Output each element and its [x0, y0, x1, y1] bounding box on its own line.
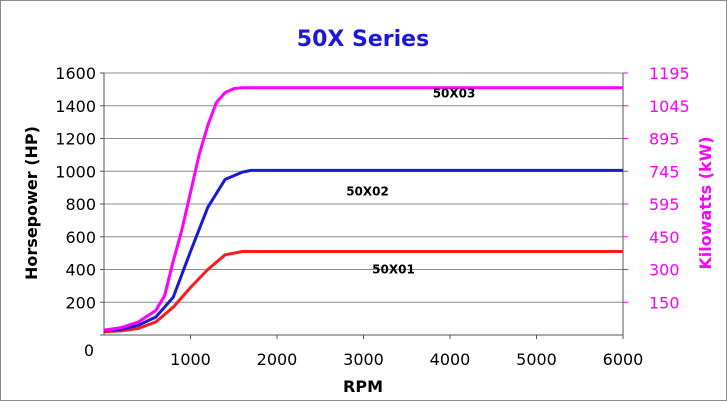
chart-title: 50X Series [297, 27, 429, 52]
x-tick-label: 1000 [170, 350, 211, 369]
axes [100, 72, 628, 339]
y-tick-label: 200 [65, 293, 96, 312]
y-tick-label: 1000 [55, 162, 96, 181]
series-label-50X02: 50X02 [346, 184, 389, 198]
y2-tick-label: 1195 [649, 64, 690, 83]
series-label-50X03: 50X03 [433, 87, 476, 101]
y-tick-label: 1600 [55, 64, 96, 83]
y2-tick-label: 745 [649, 162, 680, 181]
y-tick-label: 400 [65, 261, 96, 280]
x-tick-label: 6000 [603, 350, 644, 369]
x-tick-label: 3000 [343, 350, 384, 369]
y2-tick-label: 895 [649, 130, 680, 149]
tick-labels: 0 200 400 600 800 1000 1200 1400 1600 1000 2000 300… [55, 64, 689, 369]
x-axis-label: RPM [343, 377, 383, 396]
y-tick-label: 1200 [55, 130, 96, 149]
y2-tick-label: 300 [649, 261, 680, 280]
y2-tick-label: 1045 [649, 97, 690, 116]
series-line-50X03 [103, 86, 623, 332]
y2-axis-label: Kilowatts (kW) [696, 136, 715, 269]
x-tick-label: 5000 [516, 350, 557, 369]
y2-tick-label: 450 [649, 228, 680, 247]
x-tick-label: 2000 [257, 350, 298, 369]
series-label-50X01: 50X01 [372, 262, 415, 276]
y-axis-label: Horsepower (HP) [22, 126, 41, 280]
y-tick-label: 0 [84, 341, 94, 360]
y-tick-label: 800 [65, 195, 96, 214]
series-labels: 50X01 50X02 50X03 [346, 87, 475, 277]
y2-tick-label: 150 [649, 293, 680, 312]
series-lines [103, 86, 623, 334]
y-tick-label: 1400 [55, 97, 96, 116]
series-line-50X01 [103, 250, 623, 334]
series-line-50X02 [103, 168, 623, 333]
y2-tick-label: 595 [649, 195, 680, 214]
x-tick-label: 4000 [430, 350, 471, 369]
y-tick-label: 600 [65, 228, 96, 247]
